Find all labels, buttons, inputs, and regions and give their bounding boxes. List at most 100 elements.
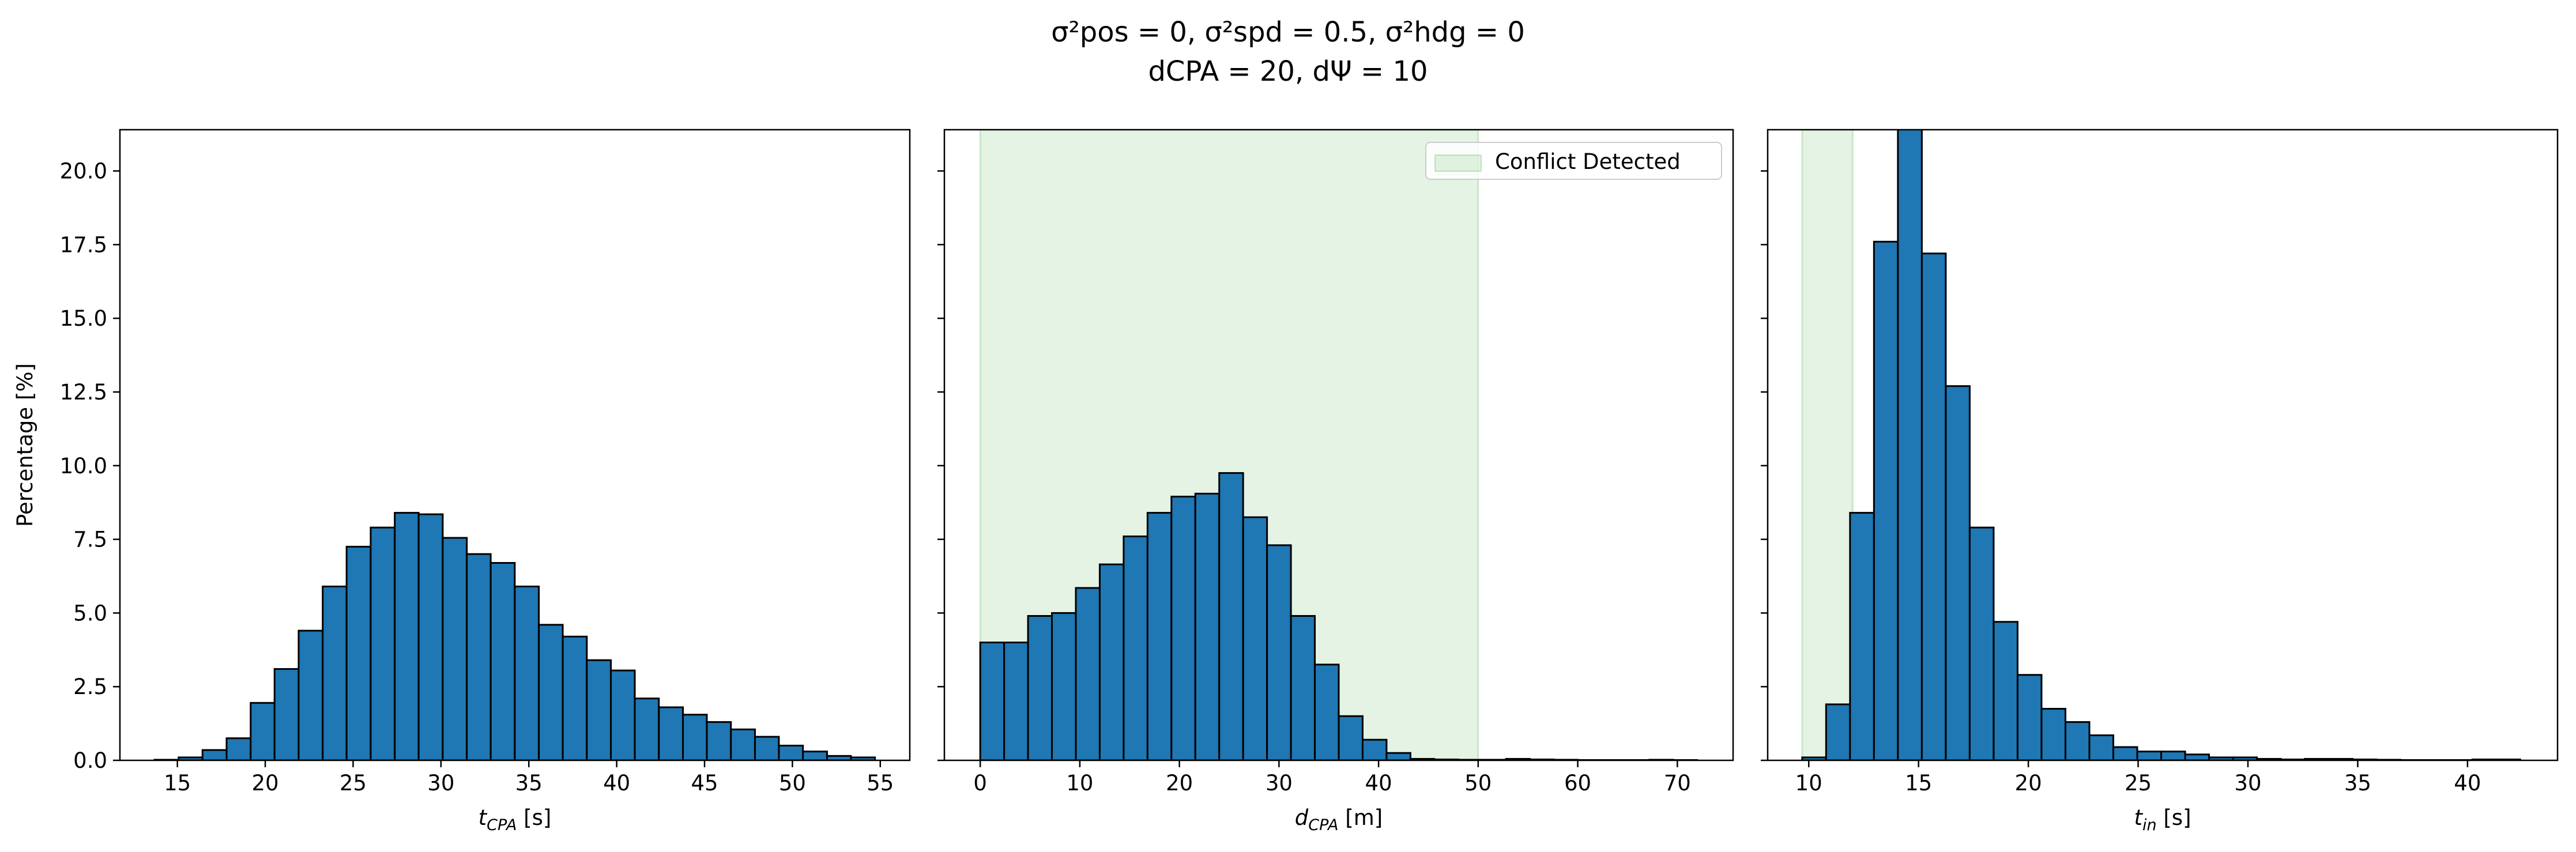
span xyxy=(1801,130,1854,760)
bar xyxy=(1098,563,1125,760)
x-tick-label: 10 xyxy=(1795,771,1822,796)
x-label-unit: [s] xyxy=(2157,805,2191,830)
plot-area xyxy=(979,130,1698,760)
bar xyxy=(225,737,252,760)
bar xyxy=(1993,621,2018,760)
x-tick-label: 35 xyxy=(515,771,543,796)
plot-area xyxy=(1801,130,2521,760)
bar xyxy=(250,702,276,760)
bar xyxy=(1027,615,1053,760)
x-tick-label: 20 xyxy=(1166,771,1193,796)
x-tick-label: 25 xyxy=(2125,771,2152,796)
bar xyxy=(586,659,612,760)
y-tick-label: 5.0 xyxy=(73,601,107,625)
x-axis-label: tin [s] xyxy=(2134,805,2191,834)
x-tick-label: 15 xyxy=(164,771,191,796)
x-tick-label: 40 xyxy=(603,771,630,796)
x-label-symbol: t xyxy=(2134,805,2143,830)
bar xyxy=(802,751,828,760)
bar xyxy=(2112,746,2138,760)
bar xyxy=(514,585,540,760)
axes-frame xyxy=(119,129,911,761)
x-tick-label: 70 xyxy=(1664,771,1691,796)
title-line: dCPA = 20, dΨ = 10 xyxy=(1148,55,1428,88)
bar xyxy=(489,561,516,760)
bar xyxy=(442,537,468,760)
bar xyxy=(730,728,756,760)
bar xyxy=(1920,252,1947,760)
y-tick-label: 12.5 xyxy=(60,380,107,405)
title-line: σ²pos = 0, σ²spd = 0.5, σ²hdg = 0 xyxy=(1051,16,1525,48)
bar xyxy=(1314,663,1340,760)
x-tick-label: 30 xyxy=(1266,771,1293,796)
y-tick-label: 2.5 xyxy=(73,674,107,699)
x-label-unit: [m] xyxy=(1339,805,1383,830)
bar xyxy=(1051,612,1077,760)
x-tick-label: 10 xyxy=(1066,771,1093,796)
x-tick-label: 25 xyxy=(340,771,367,796)
axes-frame xyxy=(943,129,1734,761)
y-tick-label: 0.0 xyxy=(73,748,107,773)
x-axis-label: dCPA [m] xyxy=(1295,805,1383,834)
x-tick-label: 0 xyxy=(973,771,987,796)
x-tick-label: 15 xyxy=(1905,771,1932,796)
bar xyxy=(1194,492,1221,760)
bar xyxy=(979,642,1005,760)
x-tick-label: 40 xyxy=(1365,771,1392,796)
x-tick-label: 50 xyxy=(1464,771,1492,796)
bar xyxy=(1338,715,1364,760)
x-tick-label: 30 xyxy=(427,771,454,796)
bar xyxy=(1873,240,1899,760)
y-tick-label: 7.5 xyxy=(73,527,107,552)
axes-frame xyxy=(1767,129,2559,761)
bar xyxy=(417,513,444,760)
x-tick-label: 20 xyxy=(252,771,279,796)
bar xyxy=(2016,674,2043,760)
bar xyxy=(1945,385,1971,760)
bar xyxy=(1266,544,1292,760)
x-tick-label: 50 xyxy=(779,771,806,796)
bar xyxy=(754,736,780,760)
bar xyxy=(370,526,396,760)
bar xyxy=(322,585,348,760)
bar xyxy=(1361,738,1388,760)
y-tick-label: 10.0 xyxy=(60,454,107,478)
y-tick-label: 17.5 xyxy=(60,232,107,257)
x-tick-label: 30 xyxy=(2234,771,2261,796)
bar xyxy=(562,635,588,760)
bar xyxy=(1218,472,1244,760)
bar xyxy=(658,706,684,760)
bar xyxy=(610,669,636,760)
bar xyxy=(273,668,300,760)
bar xyxy=(2040,708,2066,760)
legend-patch xyxy=(1434,154,1482,172)
bar xyxy=(778,744,804,760)
x-axis-label: tCPA [s] xyxy=(479,805,552,834)
bar xyxy=(2160,751,2186,760)
bar xyxy=(1849,512,1875,760)
plot-area xyxy=(153,512,876,760)
bar xyxy=(1242,516,1268,760)
bar xyxy=(1897,130,1923,760)
x-label-symbol: t xyxy=(479,805,488,830)
bar xyxy=(201,749,228,760)
x-label-unit: [s] xyxy=(517,805,551,830)
y-tick-label: 20.0 xyxy=(60,159,107,184)
bar xyxy=(2064,721,2091,760)
x-tick-label: 20 xyxy=(2015,771,2042,796)
x-label-symbol: d xyxy=(1295,805,1309,830)
x-tick-label: 40 xyxy=(2454,771,2481,796)
bar xyxy=(634,698,660,760)
bar xyxy=(1825,703,1851,760)
bar xyxy=(1170,495,1196,760)
legend-box xyxy=(1425,142,1722,180)
x-tick-label: 60 xyxy=(1564,771,1591,796)
bar xyxy=(1075,587,1101,760)
x-label-subscript: CPA xyxy=(487,816,517,834)
bar xyxy=(682,714,708,760)
bar xyxy=(2184,753,2210,760)
x-tick-label: 45 xyxy=(691,771,718,796)
bar xyxy=(1123,535,1148,760)
bar xyxy=(297,629,324,760)
